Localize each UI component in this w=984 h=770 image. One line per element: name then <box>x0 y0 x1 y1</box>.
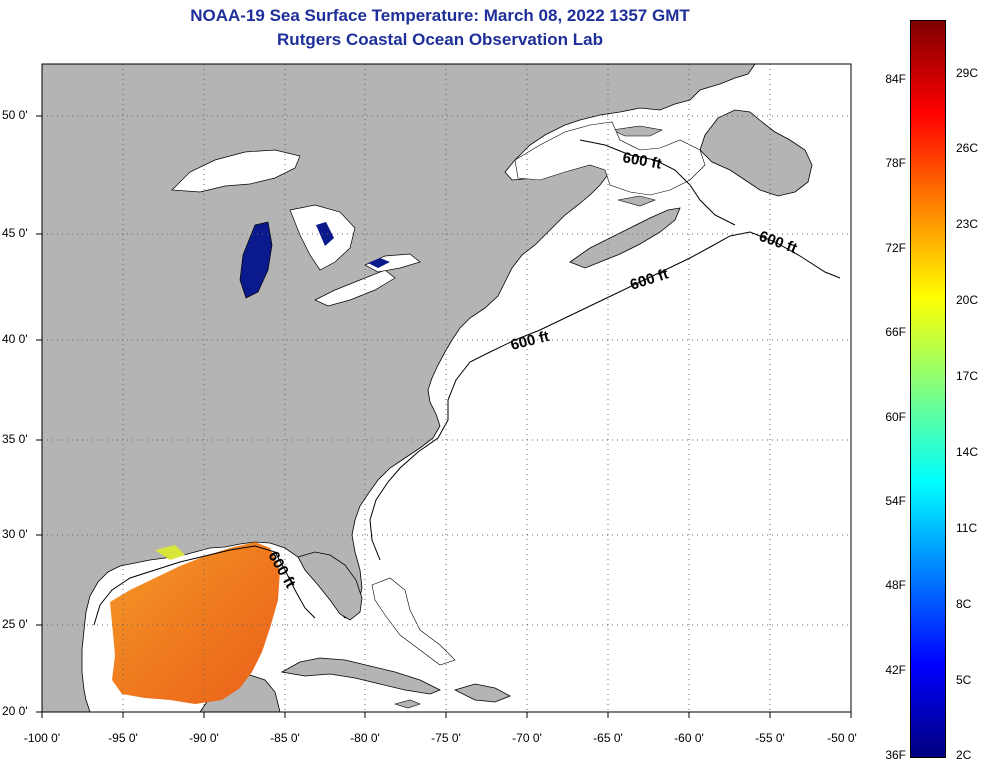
land-newfoundland <box>699 109 813 197</box>
lon-label: -95 0' <box>108 731 138 745</box>
colorbar-f-label: 48F <box>885 578 906 592</box>
isobath-600ft-st-lawrence <box>579 139 736 226</box>
lake-ontario-cold <box>368 258 390 268</box>
colorbar-f-label: 78F <box>885 156 906 170</box>
lat-label: 45 0' <box>2 226 28 240</box>
colorbar-f-label: 72F <box>885 241 906 255</box>
map-subtitle: Rutgers Coastal Ocean Observation Lab <box>277 30 603 49</box>
gulf-sst-swath <box>110 542 280 704</box>
land-cuba <box>280 657 441 695</box>
lat-label: 40 0' <box>2 332 28 346</box>
colorbar-f-label: 84F <box>885 72 906 86</box>
colorbar-c-label: 8C <box>956 597 972 611</box>
colorbar-c-label: 2C <box>956 748 972 762</box>
land-hispaniola <box>453 683 511 703</box>
gulf-st-lawrence <box>514 121 706 196</box>
lake-michigan <box>239 221 273 299</box>
lake-superior <box>171 149 301 193</box>
temperature-colorbar <box>910 20 946 758</box>
axis-ticks <box>36 115 852 718</box>
isobath-600ft-gulf <box>93 545 316 626</box>
lon-label: -80 0' <box>350 731 380 745</box>
lat-label: 25 0' <box>2 617 28 631</box>
lake-erie <box>314 269 396 307</box>
colorbar-c-label: 11C <box>956 521 978 535</box>
land-pei <box>617 195 656 207</box>
colorbar-c-label: 29C <box>956 66 979 80</box>
colorbar-f-label: 42F <box>885 663 906 677</box>
lat-label: 30 0' <box>2 527 28 541</box>
lon-label: -60 0' <box>674 731 704 745</box>
lat-label: 35 0' <box>2 432 28 446</box>
lon-label: -65 0' <box>593 731 623 745</box>
colorbar-f-label: 66F <box>885 325 906 339</box>
lon-label: -75 0' <box>431 731 461 745</box>
lon-label: -55 0' <box>755 731 785 745</box>
lat-label: 20 0' <box>2 704 28 718</box>
colorbar-c-label: 23C <box>956 217 979 231</box>
land-nova-scotia <box>569 207 681 269</box>
lon-label: -100 0' <box>23 731 61 745</box>
lake-huron-cold <box>316 222 334 246</box>
land-jamaica <box>393 699 421 709</box>
lon-label: -70 0' <box>512 731 542 745</box>
land-florida <box>297 551 363 621</box>
lon-label: -85 0' <box>270 731 300 745</box>
colorbar-c-label: 5C <box>956 673 972 687</box>
colorbar-c-label: 14C <box>956 445 979 459</box>
colorbar-f-label: 60F <box>885 410 906 424</box>
map-title: NOAA-19 Sea Surface Temperature: March 0… <box>190 6 690 25</box>
isobath-label: 600 ft <box>621 149 663 173</box>
lon-label: -50 0' <box>827 731 857 745</box>
lon-label: -90 0' <box>189 731 219 745</box>
colorbar-c-label: 20C <box>956 293 979 307</box>
bahamas-bank <box>371 577 456 666</box>
colorbar-f-label: 36F <box>885 748 906 762</box>
colorbar-c-label: 17C <box>956 369 979 383</box>
land-anticosti <box>610 125 663 137</box>
grid-lines <box>42 64 851 712</box>
gulf-sst-patch-yellow <box>155 545 185 560</box>
colorbar-f-label: 54F <box>885 494 906 508</box>
colorbar-c-label: 26C <box>956 141 979 155</box>
land-north-america <box>41 63 756 713</box>
lat-label: 50 0' <box>2 108 28 122</box>
